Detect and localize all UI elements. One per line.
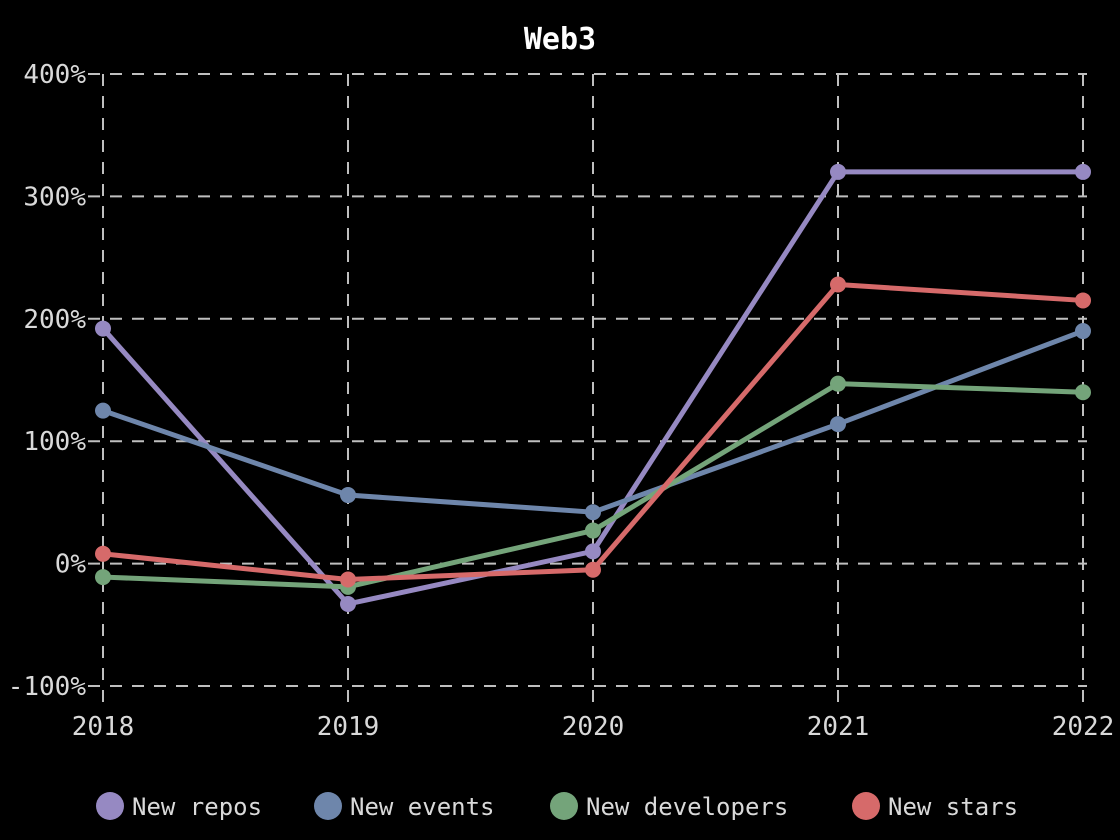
series-line-new-events <box>100 328 1086 515</box>
data-point-new-events-2020 <box>585 504 601 521</box>
xtick-label-2021: 2021 <box>807 712 870 742</box>
data-point-new-developers-2022 <box>1075 384 1091 401</box>
data-point-new-developers-2018 <box>95 569 111 586</box>
legend-label-new-developers: New developers <box>586 793 788 821</box>
legend-swatch-new-developers <box>550 792 578 820</box>
ytick-label-200: 200% <box>23 305 86 335</box>
series-layer <box>95 163 1091 612</box>
data-point-new-developers-2021 <box>830 375 846 392</box>
data-point-new-repos-2019 <box>340 595 356 612</box>
xtick-label-2020: 2020 <box>562 712 625 742</box>
xtick-label-2019: 2019 <box>317 712 380 742</box>
legend-swatch-new-stars <box>852 792 880 820</box>
ytick-label-400: 400% <box>23 60 86 90</box>
data-point-new-stars-2019 <box>340 571 356 588</box>
legend-swatch-new-repos <box>96 792 124 820</box>
xtick-label-2018: 2018 <box>72 712 135 742</box>
data-point-new-stars-2022 <box>1075 292 1091 309</box>
ytick-label-300: 300% <box>23 182 86 212</box>
legend-label-new-stars: New stars <box>888 793 1018 821</box>
data-point-new-stars-2018 <box>95 545 111 562</box>
ytick-label-0: 0% <box>55 550 87 580</box>
data-point-new-events-2019 <box>340 487 356 504</box>
ytick-label-100: 100% <box>23 427 86 457</box>
data-point-new-stars-2020 <box>585 561 601 578</box>
data-point-new-repos-2022 <box>1075 163 1091 180</box>
data-point-new-events-2018 <box>95 402 111 419</box>
xtick-label-2022: 2022 <box>1052 712 1115 742</box>
legend-swatch-new-events <box>314 792 342 820</box>
legend-layer: New repos New events New developers New sta… <box>96 792 1018 821</box>
legend-label-new-events: New events <box>350 793 495 821</box>
data-point-new-repos-2021 <box>830 163 846 180</box>
data-point-new-events-2022 <box>1075 323 1091 340</box>
chart-title: Web3 <box>524 22 596 57</box>
data-point-new-repos-2018 <box>95 320 111 337</box>
tick-labels-layer: 400% 300% 200% 100% 0% -100% 2018 2019 2020 2021 2… <box>8 60 1115 742</box>
data-point-new-repos-2020 <box>585 543 601 560</box>
data-point-new-developers-2020 <box>585 522 601 539</box>
ytick-label--100: -100% <box>8 672 87 702</box>
data-point-new-stars-2021 <box>830 276 846 293</box>
data-point-new-events-2021 <box>830 416 846 433</box>
legend-label-new-repos: New repos <box>132 793 262 821</box>
